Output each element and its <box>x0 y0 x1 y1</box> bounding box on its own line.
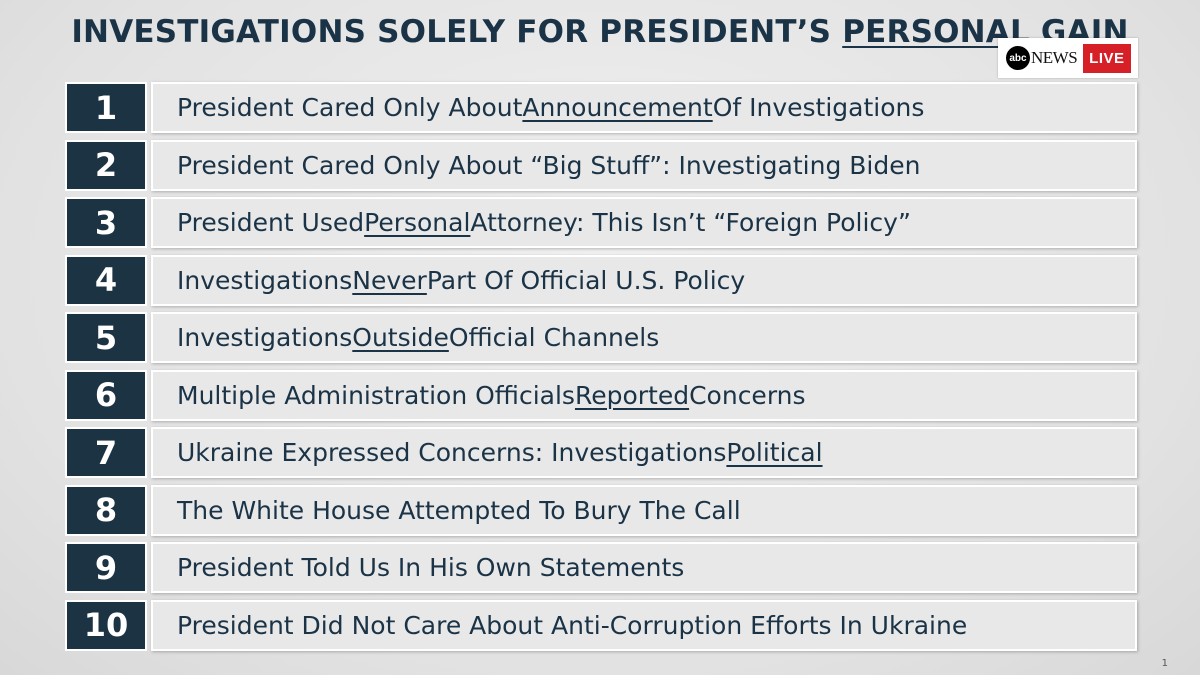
list-item: 10 President Did Not Care About Anti-Cor… <box>65 599 1137 651</box>
item-text: Investigations Outside Official Channels <box>151 312 1137 363</box>
item-number: 5 <box>65 312 147 363</box>
list-item: 1 President Cared Only About Announcemen… <box>65 82 1137 133</box>
item-number: 6 <box>65 369 147 421</box>
item-number: 1 <box>65 82 147 133</box>
item-text: The White House Attempted To Bury The Ca… <box>151 484 1137 536</box>
item-number: 8 <box>65 484 147 536</box>
abc-news-live-logo: abc NEWS LIVE <box>998 38 1138 78</box>
item-text: Ukraine Expressed Concerns: Investigatio… <box>151 427 1137 478</box>
list-item: 3 President Used Personal Attorney: This… <box>65 197 1137 248</box>
title-pre: INVESTIGATIONS SOLELY FOR PRESIDENT’S <box>71 14 843 50</box>
list-item: 8 The White House Attempted To Bury The … <box>65 484 1137 536</box>
list-item: 7 Ukraine Expressed Concerns: Investigat… <box>65 427 1137 478</box>
list-item: 6 Multiple Administration Officials Repo… <box>65 369 1137 421</box>
item-number: 2 <box>65 139 147 191</box>
points-list: 1 President Cared Only About Announcemen… <box>65 82 1137 657</box>
slide-title: INVESTIGATIONS SOLELY FOR PRESIDENT’S PE… <box>60 14 1140 50</box>
item-text: President Used Personal Attorney: This I… <box>151 197 1137 248</box>
list-item: 9 President Told Us In His Own Statement… <box>65 542 1137 593</box>
list-item: 2 President Cared Only About “Big Stuff”… <box>65 139 1137 191</box>
page-number: 1 <box>1161 658 1168 669</box>
list-item: 4 Investigations Never Part Of Official … <box>65 254 1137 306</box>
item-number: 9 <box>65 542 147 593</box>
item-number: 3 <box>65 197 147 248</box>
item-text: Multiple Administration Officials Report… <box>151 369 1137 421</box>
item-text: President Did Not Care About Anti-Corrup… <box>151 599 1137 651</box>
item-text: Investigations Never Part Of Official U.… <box>151 254 1137 306</box>
list-item: 5 Investigations Outside Official Channe… <box>65 312 1137 363</box>
item-number: 7 <box>65 427 147 478</box>
abc-logo-icon: abc <box>1006 46 1030 70</box>
news-wordmark: NEWS <box>1031 48 1078 67</box>
item-number: 4 <box>65 254 147 306</box>
item-text: President Cared Only About “Big Stuff”: … <box>151 139 1137 191</box>
item-text: President Cared Only About Announcement … <box>151 82 1137 133</box>
item-text: President Told Us In His Own Statements <box>151 542 1137 593</box>
live-badge: LIVE <box>1083 43 1131 73</box>
item-number: 10 <box>65 599 147 651</box>
